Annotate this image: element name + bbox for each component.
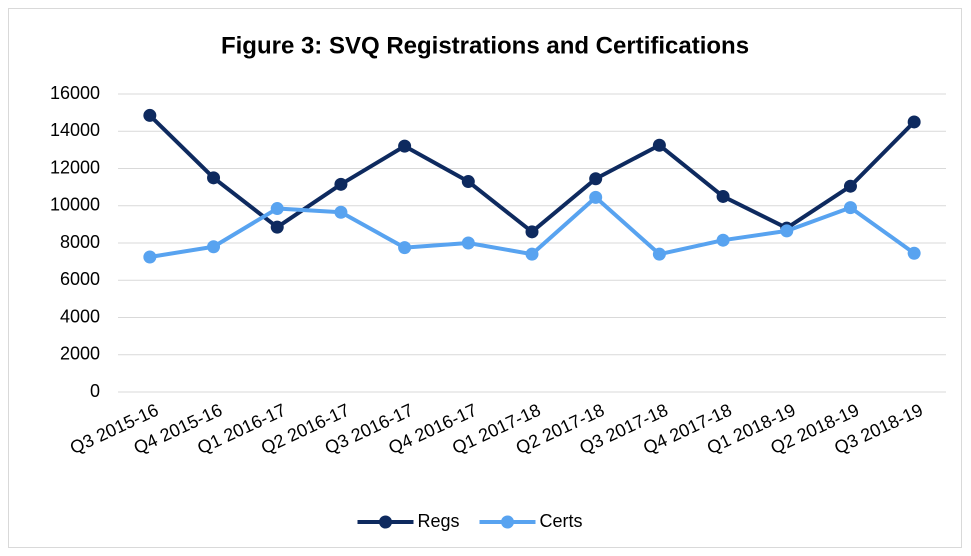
marker — [716, 233, 730, 247]
marker — [461, 175, 475, 189]
legend-label: Certs — [540, 511, 583, 531]
y-tick-label: 4000 — [60, 306, 100, 326]
marker — [843, 201, 857, 215]
marker — [143, 250, 157, 264]
marker — [270, 220, 284, 234]
marker — [207, 240, 221, 254]
y-tick-label: 6000 — [60, 269, 100, 289]
marker — [334, 177, 348, 191]
marker — [589, 190, 603, 204]
marker — [589, 172, 603, 186]
chart-border — [8, 8, 962, 548]
marker — [652, 138, 666, 152]
y-tick-label: 8000 — [60, 232, 100, 252]
legend-label: Regs — [418, 511, 460, 531]
marker — [207, 171, 221, 185]
y-tick-label: 10000 — [50, 195, 100, 215]
y-tick-label: 16000 — [50, 83, 100, 103]
y-tick-label: 0 — [90, 381, 100, 401]
marker — [398, 241, 412, 255]
chart-title: Figure 3: SVQ Registrations and Certific… — [221, 32, 749, 59]
marker — [143, 108, 157, 122]
y-tick-label: 2000 — [60, 344, 100, 364]
marker — [398, 139, 412, 153]
marker — [525, 247, 539, 261]
marker — [780, 224, 794, 238]
legend-marker — [501, 515, 514, 529]
marker — [270, 202, 284, 216]
marker — [907, 246, 921, 260]
marker — [334, 205, 348, 219]
marker — [843, 179, 857, 193]
legend-marker — [379, 515, 392, 529]
y-tick-label: 14000 — [50, 120, 100, 140]
marker — [907, 115, 921, 129]
marker — [461, 236, 475, 250]
y-tick-label: 12000 — [50, 157, 100, 177]
marker — [652, 247, 666, 261]
marker — [716, 189, 730, 203]
marker — [525, 225, 539, 239]
